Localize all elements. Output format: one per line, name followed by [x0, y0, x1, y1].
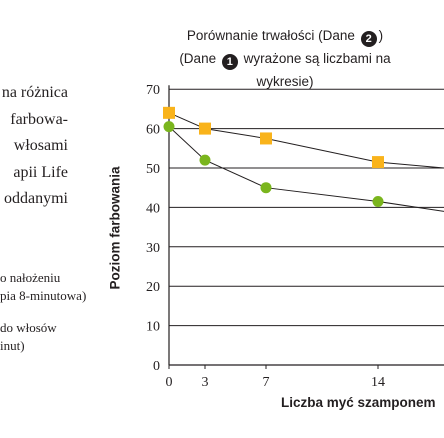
legend-note-line: o nałożeniu [0, 270, 61, 285]
chart-subtitle-end: wyrażone są liczbami na wykresie) [239, 51, 391, 89]
data-point-circle [163, 121, 175, 133]
body-text-line: apii Life [13, 163, 68, 181]
legend-notes: o nałożeniu pia 8-minutowa) do włosów in… [0, 269, 86, 355]
data-point-circle [199, 154, 211, 166]
x-tick-label: 0 [166, 375, 173, 390]
body-text-line: na różnica [1, 84, 68, 101]
y-tick-label: 50 [146, 162, 160, 177]
x-tick-label: 14 [371, 375, 385, 390]
body-text-line: farbowa- [10, 110, 68, 128]
y-tick-label: 70 [146, 83, 160, 98]
data-point-square [163, 106, 175, 119]
chart-title-text: Porównanie trwałości (Dane [186, 28, 359, 43]
body-text-fragment: na różnica farbowa- włosami apii Life od… [0, 80, 68, 213]
data-number-badge-2: 2 [360, 31, 377, 47]
chart-title-end: ) [378, 28, 384, 43]
legend-note-line: do włosów [0, 320, 57, 335]
legend-note-line: pia 8-minutowa) [0, 288, 87, 303]
y-tick-label: 0 [153, 359, 160, 374]
data-point-square [372, 156, 384, 169]
chart-title-block: Porównanie trwałości (Dane 2) (Dane 1 wy… [150, 24, 420, 93]
data-point-circle [260, 182, 272, 194]
y-tick-label: 20 [146, 280, 160, 295]
chart-title: Porównanie trwałości (Dane 2) [150, 24, 420, 47]
data-point-square [260, 132, 272, 145]
data-point-circle [372, 195, 384, 207]
y-tick-label: 10 [146, 320, 160, 335]
x-tick-label: 7 [263, 375, 270, 390]
chart-subtitle-start: (Dane [179, 51, 220, 66]
chart-subtitle: (Dane 1 wyrażone są liczbami na wykresie… [150, 47, 420, 93]
legend-note-line: inut) [0, 338, 25, 353]
data-number-badge-1: 1 [221, 54, 238, 70]
y-tick-label: 40 [146, 201, 160, 216]
body-text-line: oddanymi [4, 190, 68, 207]
x-axis-label: Liczba myć szamponem [281, 395, 436, 410]
y-tick-label: 60 [146, 123, 160, 138]
data-point-square [199, 122, 211, 135]
y-tick-label: 30 [146, 241, 160, 256]
body-text-line: włosami [13, 137, 68, 154]
series-line [168, 126, 444, 212]
x-tick-label: 3 [202, 375, 209, 390]
